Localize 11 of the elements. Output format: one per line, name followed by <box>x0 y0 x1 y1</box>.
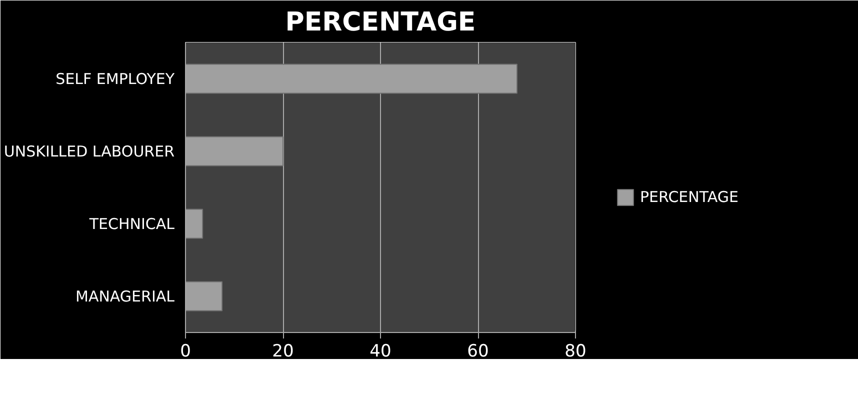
y-tick-label: SELF EMPLOYEY <box>56 70 176 88</box>
x-tick-label: 40 <box>370 342 392 362</box>
legend-label: PERCENTAGE <box>640 188 738 206</box>
x-tick-label: 60 <box>467 342 489 362</box>
y-tick-label: TECHNICAL <box>88 214 176 233</box>
x-tick-label: 20 <box>272 342 294 362</box>
x-tick-label: 0 <box>180 342 191 362</box>
y-tick-label: MANAGERIAL <box>76 287 176 306</box>
chart-title: PERCENTAGE <box>285 8 476 38</box>
y-tick-label: UNSKILLED LABOURER <box>4 142 175 160</box>
x-tick-label: 80 <box>564 342 586 362</box>
